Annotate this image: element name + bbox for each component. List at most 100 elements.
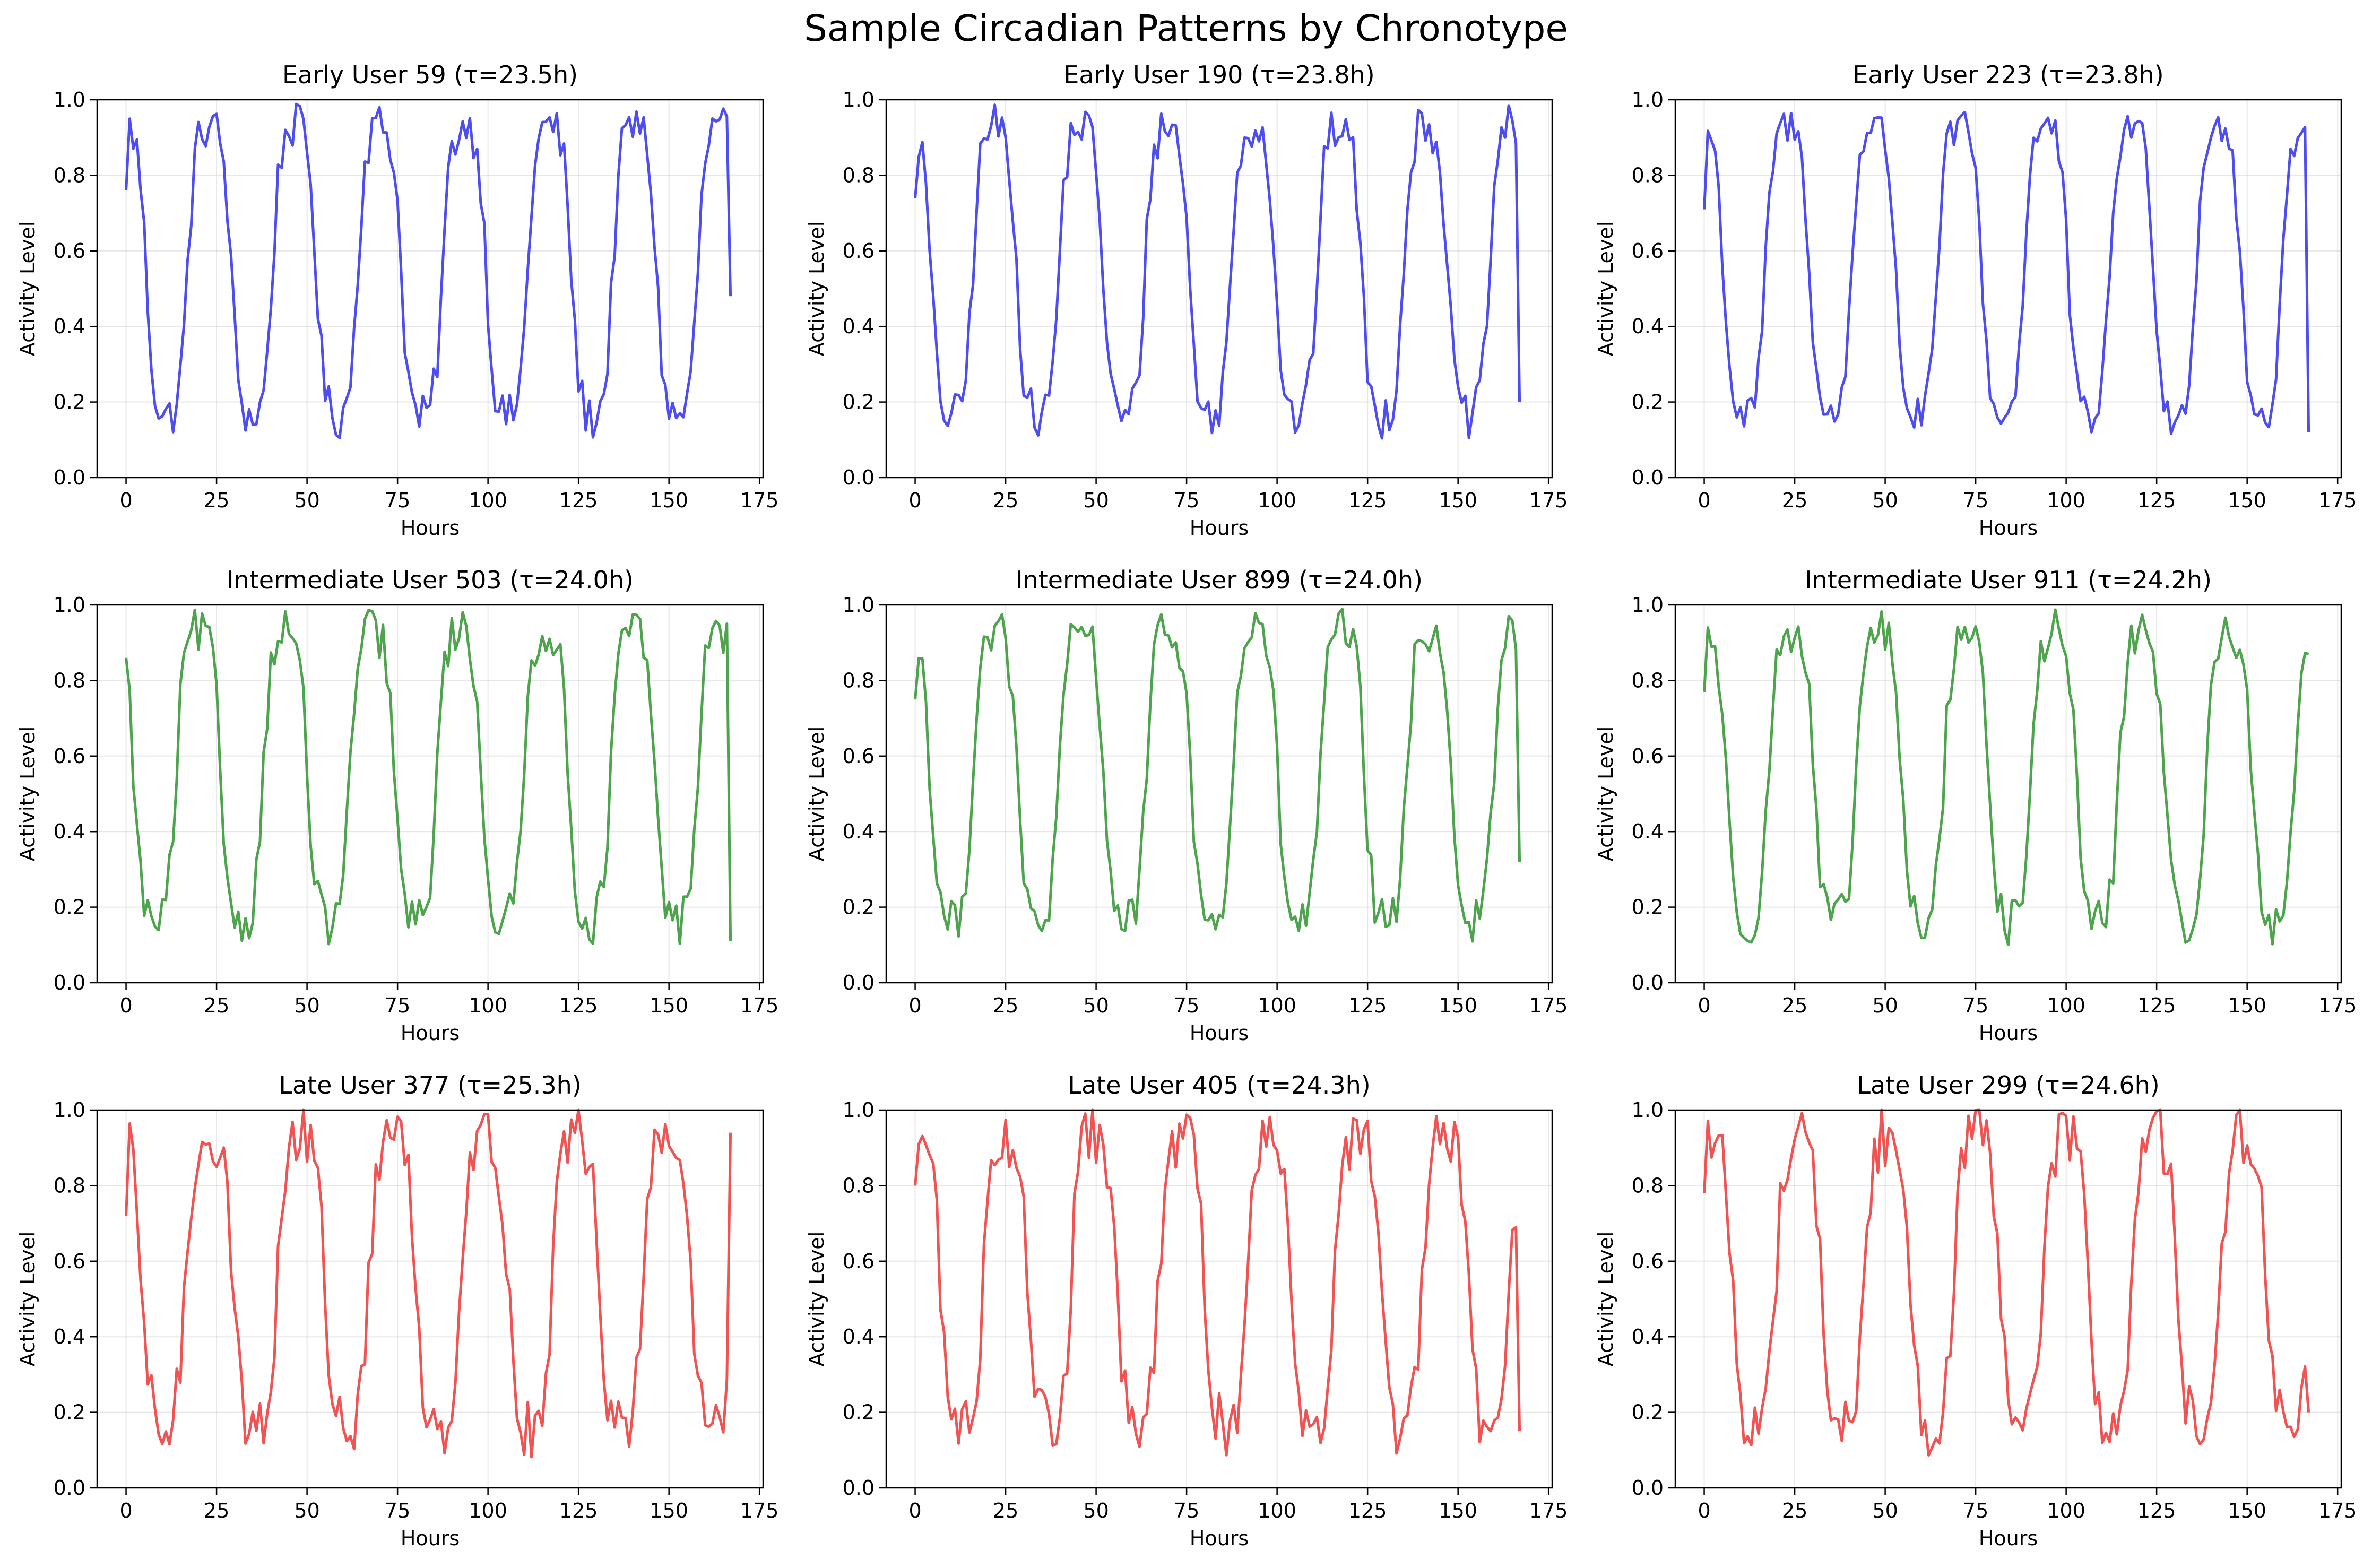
y-tick-label: 0.8 <box>1632 1174 1664 1197</box>
x-axis-label: Hours <box>401 516 460 540</box>
x-tick-label: 150 <box>650 489 688 512</box>
x-tick-label: 0 <box>908 489 921 512</box>
x-tick-label: 75 <box>385 1499 410 1522</box>
x-tick-label: 100 <box>2047 489 2085 512</box>
x-axis-label: Hours <box>1979 1021 2038 1045</box>
y-tick-label: 0.4 <box>54 1325 85 1348</box>
y-tick-label: 1.0 <box>54 1098 85 1122</box>
x-tick-label: 75 <box>385 489 410 512</box>
series-line <box>1703 1108 2310 1457</box>
x-tick-label: 125 <box>2137 489 2176 512</box>
x-tick-label: 0 <box>119 1499 132 1522</box>
x-tick-label: 25 <box>1782 994 1807 1017</box>
y-tick-label: 0.4 <box>1632 315 1664 338</box>
x-tick-label: 150 <box>650 1499 688 1522</box>
y-tick-label: 0.2 <box>843 896 875 919</box>
x-axis-label: Hours <box>1190 1527 1249 1550</box>
subplot-title: Intermediate User 503 (τ=24.0h) <box>227 566 634 594</box>
axes-frame <box>1674 99 2342 479</box>
axes-frame <box>885 99 1553 479</box>
x-tick-label: 75 <box>1174 1499 1199 1522</box>
y-tick-label: 0.2 <box>843 1401 875 1424</box>
x-tick-label: 100 <box>2047 994 2085 1017</box>
y-tick-label: 0.2 <box>843 391 875 414</box>
plot-area: 0 25 50 75 100 125 150 175 0.0 0.2 0.4 0.6 0.8 1.0 Hou… <box>805 88 1568 540</box>
plot-area: 0 25 50 75 100 125 150 175 0.0 0.2 0.4 0.6 0.8 1.0 Hou… <box>16 593 778 1045</box>
x-tick-label: 25 <box>993 489 1018 512</box>
x-axis-label: Hours <box>401 1021 460 1045</box>
subplot-6: Intermediate User 911 (τ=24.2h) 0 25 50 75 10… <box>1594 566 2357 1045</box>
y-tick-label: 0.6 <box>1632 239 1664 263</box>
x-tick-label: 150 <box>2228 489 2266 512</box>
x-tick-label: 100 <box>1258 1499 1296 1522</box>
plot-area: 0 25 50 75 100 125 150 175 0.0 0.2 0.4 0.6 0.8 1.0 Hou… <box>1594 593 2357 1045</box>
x-tick-label: 75 <box>1963 489 1988 512</box>
x-tick-label: 175 <box>1529 489 1568 512</box>
x-tick-label: 50 <box>294 489 319 512</box>
series-line <box>1703 608 2309 946</box>
y-tick-label: 0.2 <box>54 1401 85 1424</box>
subplot-title: Early User 190 (τ=23.8h) <box>1063 60 1375 89</box>
x-tick-label: 175 <box>740 489 779 512</box>
x-tick-label: 25 <box>993 994 1018 1017</box>
x-tick-label: 175 <box>2318 1499 2357 1522</box>
x-tick-label: 25 <box>993 1499 1018 1522</box>
y-tick-label: 0.0 <box>1632 971 1664 994</box>
y-tick-label: 0.2 <box>1632 896 1664 919</box>
subplot-title: Late User 405 (τ=24.3h) <box>1068 1071 1371 1099</box>
y-tick-label: 0.2 <box>1632 391 1664 414</box>
x-axis-label: Hours <box>1190 516 1249 540</box>
x-tick-label: 125 <box>1348 1499 1387 1522</box>
x-tick-label: 50 <box>294 994 319 1017</box>
x-axis-label: Hours <box>401 1527 460 1550</box>
y-tick-label: 0.6 <box>54 239 85 263</box>
x-tick-label: 50 <box>1872 1499 1898 1522</box>
y-axis-label: Activity Level <box>16 1232 39 1367</box>
axes-frame <box>1674 1109 2342 1489</box>
x-tick-label: 25 <box>204 1499 229 1522</box>
axes-frame <box>96 604 764 984</box>
y-tick-label: 0.2 <box>54 896 85 919</box>
y-axis-label: Activity Level <box>1594 726 1617 862</box>
x-tick-label: 175 <box>740 994 779 1017</box>
series-line <box>914 103 1521 440</box>
series-line <box>914 608 1521 943</box>
x-tick-label: 0 <box>908 994 921 1017</box>
x-tick-label: 125 <box>559 489 598 512</box>
axes-frame <box>885 604 1553 984</box>
y-tick-label: 0.2 <box>1632 1401 1664 1424</box>
subplot-7: Late User 377 (τ=25.3h) 0 25 50 75 100 125 150 1… <box>16 1071 778 1550</box>
plot-area: 0 25 50 75 100 125 150 175 0.0 0.2 0.4 0.6 0.8 1.0 Hou… <box>805 1098 1568 1550</box>
x-tick-label: 175 <box>1529 1499 1568 1522</box>
subplot-9: Late User 299 (τ=24.6h) 0 25 50 75 100 125 150 1… <box>1594 1071 2357 1550</box>
x-tick-label: 150 <box>1439 994 1477 1017</box>
subplot-3: Early User 223 (τ=23.8h) 0 25 50 75 100 125 150… <box>1594 60 2357 540</box>
x-axis-label: Hours <box>1979 516 2038 540</box>
plot-area: 0 25 50 75 100 125 150 175 0.0 0.2 0.4 0.6 0.8 1.0 Hou… <box>16 88 778 540</box>
x-tick-label: 125 <box>2137 1499 2176 1522</box>
x-tick-label: 150 <box>1439 489 1477 512</box>
subplot-8: Late User 405 (τ=24.3h) 0 25 50 75 100 125 150 1… <box>805 1071 1568 1550</box>
x-tick-label: 75 <box>1174 489 1199 512</box>
x-tick-label: 100 <box>2047 1499 2085 1522</box>
x-tick-label: 100 <box>1258 994 1296 1017</box>
y-tick-label: 0.8 <box>54 1174 85 1197</box>
subplot-title: Early User 223 (τ=23.8h) <box>1852 60 2164 89</box>
x-tick-label: 125 <box>1348 489 1387 512</box>
y-tick-label: 0.6 <box>843 1250 875 1273</box>
plot-area: 0 25 50 75 100 125 150 175 0.0 0.2 0.4 0.6 0.8 1.0 Hou… <box>16 1098 778 1550</box>
x-tick-label: 125 <box>1348 994 1387 1017</box>
x-tick-label: 150 <box>1439 1499 1477 1522</box>
x-tick-label: 100 <box>469 489 507 512</box>
x-tick-label: 175 <box>740 1499 779 1522</box>
y-tick-label: 0.8 <box>1632 163 1664 187</box>
x-tick-label: 50 <box>1083 489 1109 512</box>
x-tick-label: 125 <box>559 994 598 1017</box>
y-tick-label: 1.0 <box>843 88 875 111</box>
series-line <box>914 1108 1521 1457</box>
plot-area: 0 25 50 75 100 125 150 175 0.0 0.2 0.4 0.6 0.8 1.0 Hou… <box>1594 1098 2357 1550</box>
subplot-title: Intermediate User 911 (τ=24.2h) <box>1805 566 2212 594</box>
y-tick-label: 1.0 <box>843 1098 875 1122</box>
y-tick-label: 0.8 <box>843 1174 875 1197</box>
